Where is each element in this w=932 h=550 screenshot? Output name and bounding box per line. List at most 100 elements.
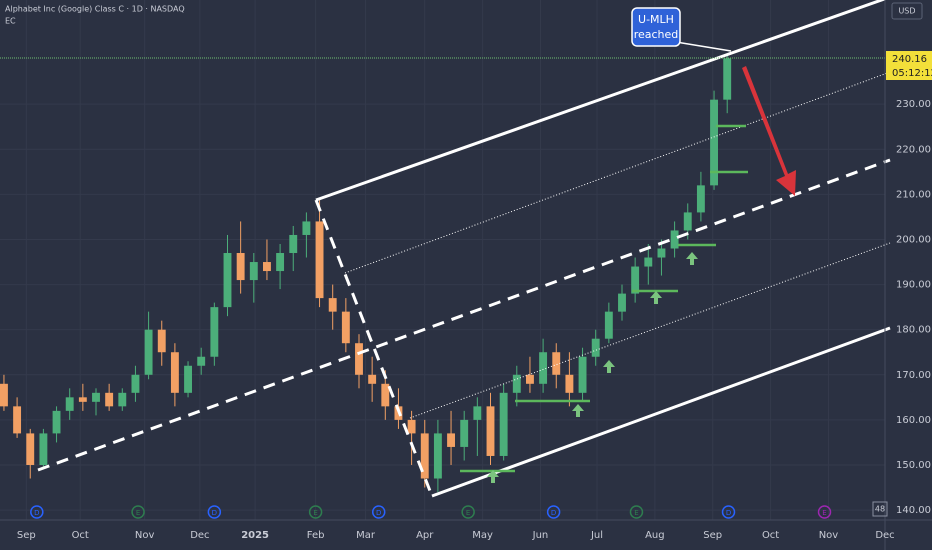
candle-body [263, 262, 271, 272]
candle-body [184, 365, 192, 393]
event-label: E [822, 509, 826, 517]
x-tick-label: Dec [190, 530, 209, 541]
y-tick-label: 190.00 [896, 280, 931, 291]
candle-body [355, 343, 363, 375]
candle-body [578, 356, 587, 393]
x-tick-label: Nov [819, 530, 839, 541]
candle-body [433, 433, 442, 479]
event-marker [207, 505, 222, 519]
currency: USD [898, 7, 915, 16]
candle-body [131, 374, 140, 393]
candle-body [381, 383, 390, 407]
candle-body [341, 311, 350, 344]
x-tick-label: 2025 [241, 530, 269, 541]
event-marker [629, 505, 644, 519]
candle-body [644, 257, 653, 267]
event-marker [30, 505, 44, 519]
candle-body [276, 253, 285, 272]
candle-body [368, 374, 377, 384]
handle-line [314, 199, 434, 497]
candle-body [486, 406, 495, 456]
candle-body [105, 392, 114, 407]
x-tick-label: Oct [762, 530, 779, 541]
levels [460, 124, 748, 473]
candle-body [13, 406, 22, 434]
countdown: 05:12:12 [892, 68, 932, 79]
event-marker [546, 505, 561, 519]
candle-body [710, 99, 718, 186]
event-label: E [313, 509, 317, 517]
candle-body [223, 253, 232, 308]
y-tick-label: 220.00 [896, 144, 931, 155]
event-marker [371, 505, 386, 519]
candle-body [197, 356, 206, 366]
candle-body [249, 262, 258, 281]
y-tick-label: 180.00 [896, 325, 931, 336]
candle-body [236, 253, 245, 281]
candles [0, 54, 732, 493]
candle-body [420, 433, 429, 479]
candle-body [315, 221, 324, 299]
candle-body [52, 410, 61, 434]
candle-body [407, 419, 416, 434]
x-tick-label: Nov [135, 530, 155, 541]
event-marker [461, 505, 475, 519]
candle-body [604, 311, 613, 339]
candle-body [723, 58, 732, 100]
event-marker [131, 505, 145, 519]
event-label: E [136, 509, 140, 517]
candle-body [565, 374, 574, 393]
candle-body [670, 230, 679, 249]
candle-body [447, 433, 455, 447]
chart-title: Alphabet Inc (Google) Class C · 1D · NAS… [5, 5, 185, 14]
candle-body [157, 329, 166, 353]
candle-body [512, 374, 521, 393]
chart-subtitle: EC [5, 17, 16, 26]
grid [0, 0, 885, 520]
candle-body [526, 374, 534, 384]
x-tick-label: Apr [416, 530, 434, 541]
upper-line [315, 0, 887, 202]
candle-body [65, 397, 74, 411]
candle-body [631, 266, 640, 294]
x-tick-label: Jul [590, 530, 603, 541]
x-tick-label: Aug [645, 530, 665, 541]
event-marker [721, 505, 736, 519]
callout-pointer [675, 41, 732, 52]
arrows [487, 252, 698, 483]
y-tick-label: 230.00 [896, 99, 931, 110]
callout-box [631, 7, 681, 47]
down-arrow [742, 66, 796, 196]
candle-body [92, 392, 100, 402]
candle-body [26, 433, 35, 465]
candle-body [539, 352, 548, 384]
candle-body [618, 293, 626, 312]
y-tick-label: 210.00 [896, 189, 931, 200]
candle-body [657, 248, 666, 258]
candle-body [39, 433, 48, 465]
candle-body [302, 221, 311, 235]
candle-body [289, 234, 298, 254]
candle-body [552, 352, 561, 375]
candle-body [328, 298, 337, 312]
y-tick-label: 140.00 [896, 505, 931, 516]
callout-text: U-MLH [638, 13, 674, 26]
y-tick-label: 150.00 [896, 460, 931, 471]
event-label: D [551, 509, 556, 517]
event-label: D [376, 509, 381, 517]
currency-box[interactable] [891, 2, 923, 20]
lower-warning-line [409, 242, 891, 419]
candle-body [591, 338, 600, 357]
event-label: E [466, 509, 470, 517]
callout-text: reached [634, 28, 679, 41]
candle-body [473, 406, 482, 420]
price-label-box [886, 51, 932, 80]
price-label: 240.16 [892, 54, 927, 65]
event-marker [817, 505, 832, 519]
event-marker [308, 505, 323, 519]
candle-body [144, 329, 153, 375]
candle-body [170, 352, 179, 393]
